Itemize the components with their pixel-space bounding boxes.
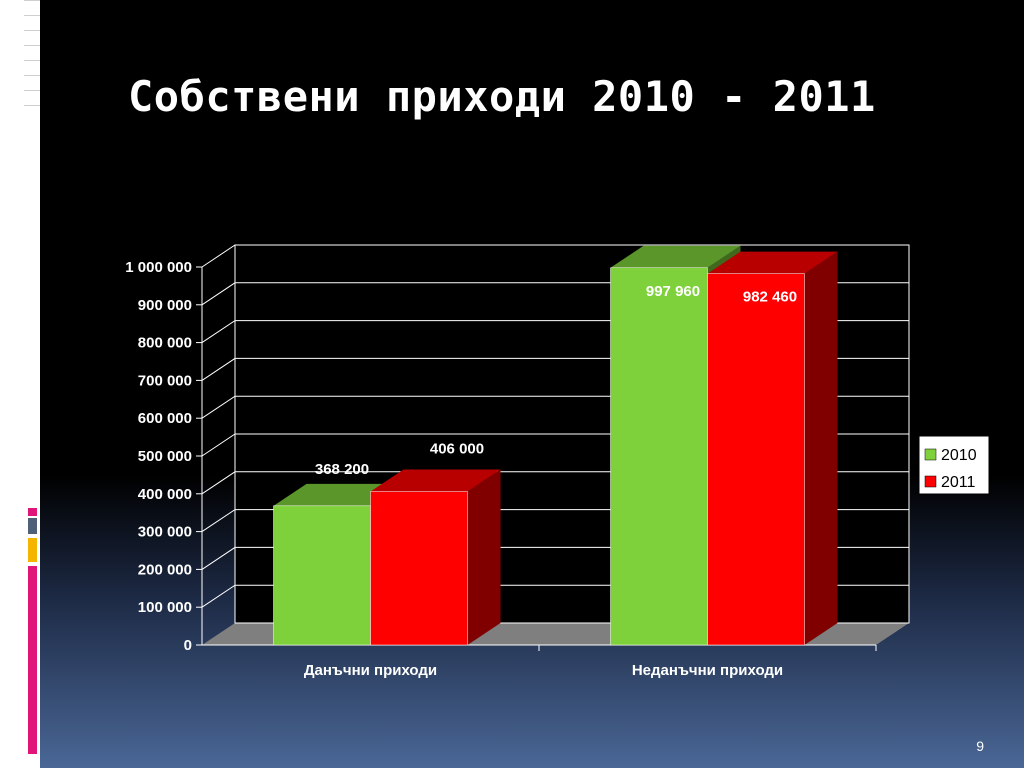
bar-2010 bbox=[273, 505, 371, 646]
bar-2010 bbox=[610, 267, 708, 646]
decorative-lines bbox=[24, 0, 40, 130]
slide-title: Собствени приходи 2010 - 2011 bbox=[128, 72, 876, 121]
bar-top bbox=[707, 251, 838, 274]
legend-label-2010: 2010 bbox=[941, 447, 977, 464]
y-tick-label: 600 000 bbox=[138, 410, 192, 427]
bar-top bbox=[610, 245, 741, 268]
bar-top bbox=[370, 469, 501, 492]
y-tick-label: 900 000 bbox=[138, 297, 192, 314]
y-tick-label: 700 000 bbox=[138, 372, 192, 389]
data-label: 406 000 bbox=[430, 441, 484, 458]
gridline bbox=[201, 244, 909, 268]
y-tick-label: 500 000 bbox=[138, 448, 192, 465]
y-tick-label: 800 000 bbox=[138, 335, 192, 352]
y-tick-label: 400 000 bbox=[138, 486, 192, 503]
accent-bar-magenta bbox=[28, 566, 37, 754]
bar-side bbox=[804, 251, 838, 645]
y-tick-label: 1 000 000 bbox=[125, 259, 192, 276]
data-label: 368 200 bbox=[315, 461, 369, 478]
legend-label-2011: 2011 bbox=[941, 474, 976, 491]
bar-2011 bbox=[707, 273, 805, 646]
data-label: 997 960 bbox=[646, 283, 700, 300]
bar-side bbox=[467, 469, 501, 645]
y-tick-label: 100 000 bbox=[138, 599, 192, 616]
bar-chart: 0 100 000 200 000 300 000 400 000 500 000 600 … bbox=[125, 244, 990, 679]
legend-swatch-2011 bbox=[924, 475, 937, 488]
bar-2011 bbox=[370, 491, 468, 646]
legend-swatch-2010 bbox=[924, 448, 937, 461]
y-tick-label: 0 bbox=[184, 637, 192, 654]
x-category-label: Неданъчни приходи bbox=[632, 662, 783, 679]
accent-bar-amber bbox=[28, 538, 37, 562]
data-label: 982 460 bbox=[743, 289, 797, 306]
accent-bar-slate bbox=[28, 518, 37, 534]
decorative-side-strip bbox=[0, 0, 40, 768]
accent-bar-magenta-top bbox=[28, 508, 37, 516]
y-tick-label: 300 000 bbox=[138, 524, 192, 541]
y-tick-label: 200 000 bbox=[138, 561, 192, 578]
x-category-label: Данъчни приходи bbox=[304, 662, 437, 679]
page-number: 9 bbox=[976, 738, 984, 754]
